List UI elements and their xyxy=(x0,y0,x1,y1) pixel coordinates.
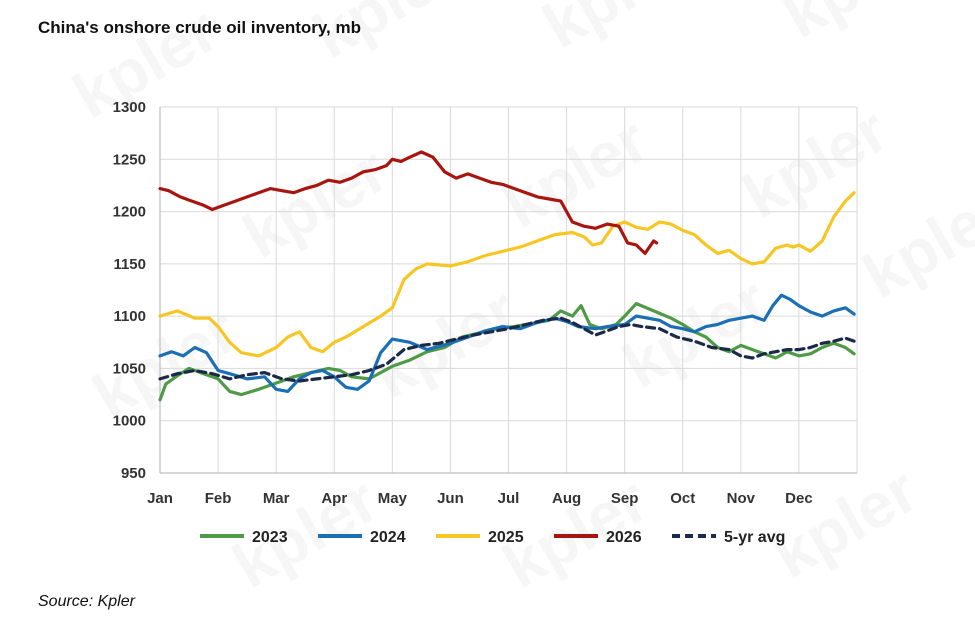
x-tick-label: Jun xyxy=(437,490,464,507)
series-lines xyxy=(158,150,856,402)
y-tick-label: 1050 xyxy=(113,360,146,377)
gridlines xyxy=(159,106,858,474)
x-tick-label: Jan xyxy=(147,490,173,507)
legend-label: 2024 xyxy=(370,529,406,546)
series-line-2026 xyxy=(158,150,659,255)
series-line-2024 xyxy=(158,293,856,393)
y-tick-label: 1150 xyxy=(113,256,146,273)
legend-label: 2023 xyxy=(252,529,288,546)
chart-title: China's onshore crude oil inventory, mb xyxy=(38,18,361,37)
x-tick-label: Mar xyxy=(263,490,290,507)
x-tick-label: Oct xyxy=(670,490,695,507)
series-line-2025 xyxy=(158,191,856,358)
x-tick-label: Aug xyxy=(552,490,581,507)
x-tick-label: Dec xyxy=(785,490,813,507)
y-tick-label: 1300 xyxy=(113,99,146,116)
axes: 950 1000 1050 1100 1150 1200 1250 1300 Jan Feb Mar… xyxy=(113,99,857,507)
x-tick-label: Nov xyxy=(727,490,756,507)
legend-label: 2026 xyxy=(606,529,642,546)
x-tick-label: Apr xyxy=(321,490,347,507)
legend-label: 2025 xyxy=(488,529,524,546)
x-tick-label: Feb xyxy=(205,490,232,507)
source-note: Source: Kpler xyxy=(38,593,135,610)
y-tick-label: 1200 xyxy=(113,204,146,221)
y-tick-label: 1250 xyxy=(113,151,146,168)
x-tick-label: Sep xyxy=(611,490,639,507)
legend-label: 5-yr avg xyxy=(724,529,785,546)
legend: 2023 2024 2025 2026 5-yr avg xyxy=(200,529,785,546)
y-tick-label: 1000 xyxy=(113,413,146,430)
x-tick-label: May xyxy=(378,490,408,507)
series-line-5-yr-avg xyxy=(158,316,856,383)
x-tick-label: Jul xyxy=(498,490,520,507)
y-tick-label: 950 xyxy=(121,465,146,482)
line-chart: 950 1000 1050 1100 1150 1200 1250 1300 Jan Feb Mar… xyxy=(113,99,858,546)
y-tick-label: 1100 xyxy=(113,308,146,325)
